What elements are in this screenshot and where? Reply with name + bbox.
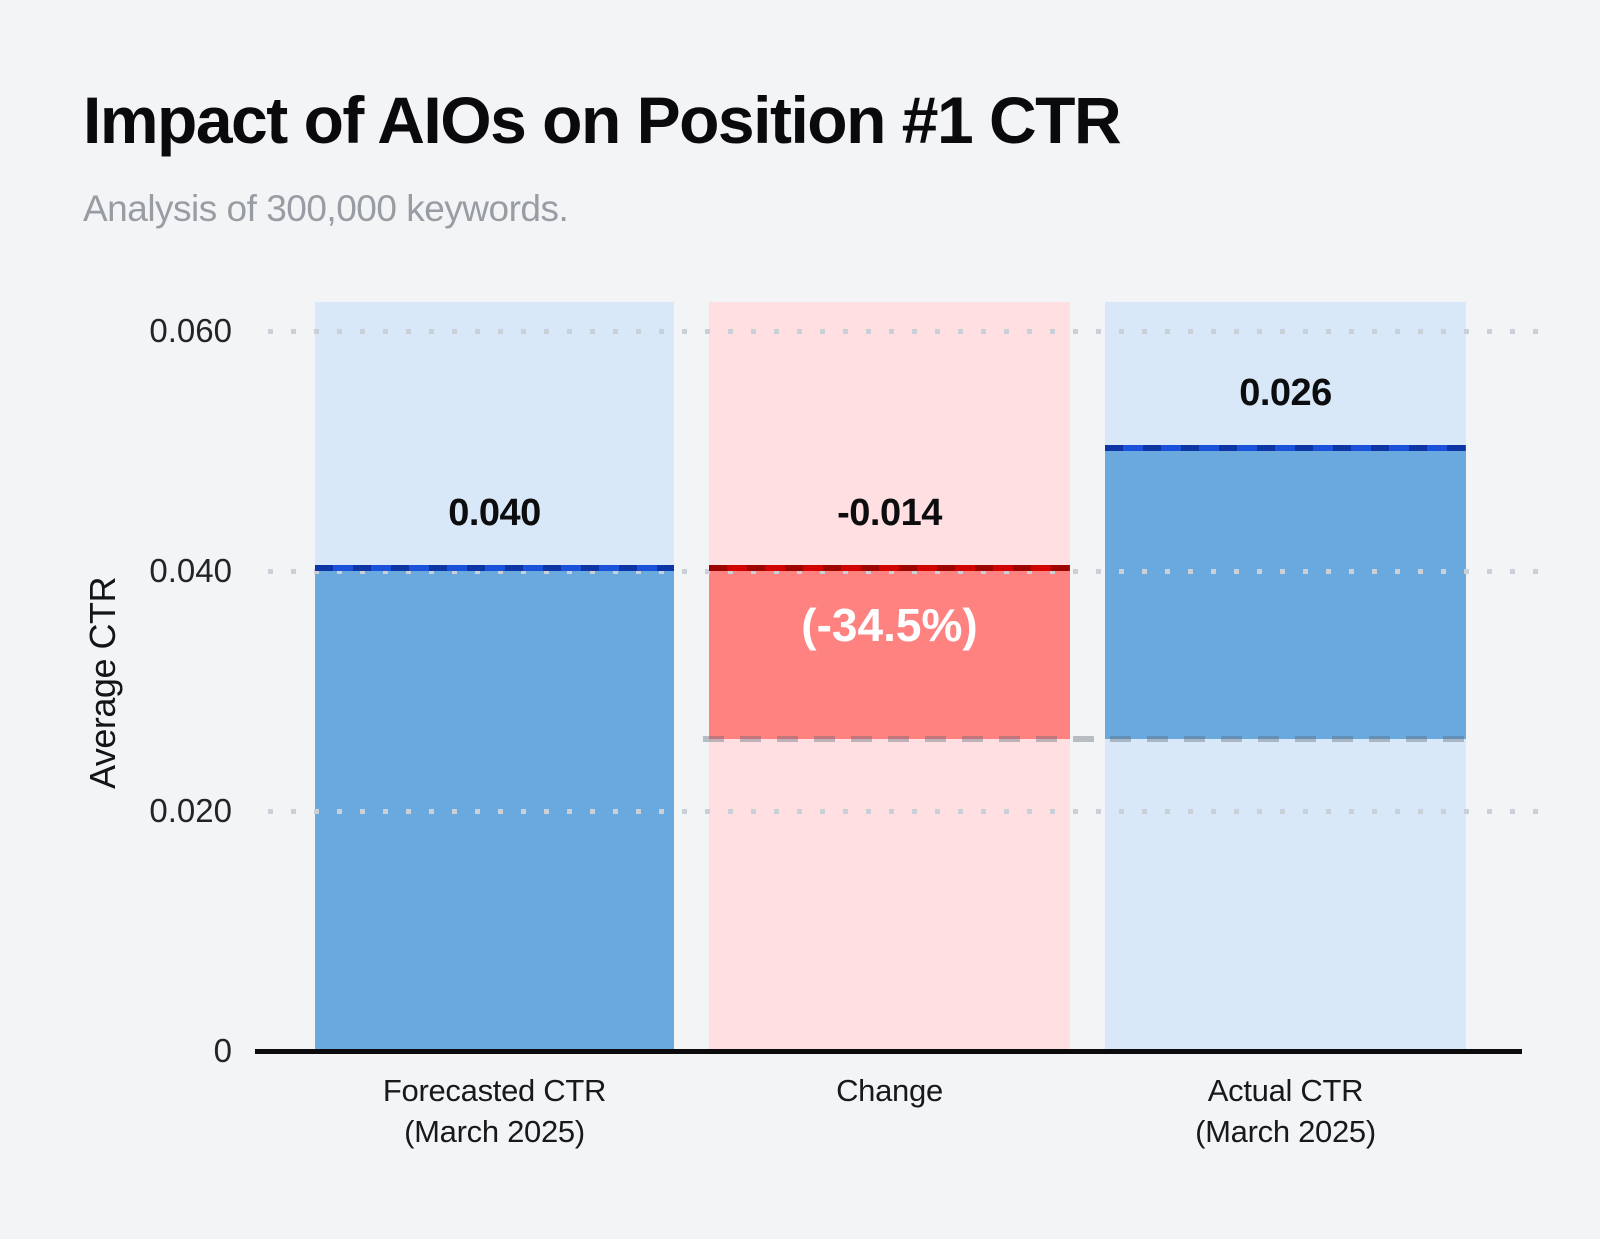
x-axis-label-line: Change — [836, 1073, 943, 1108]
x-axis-label-actual-ctr: Actual CTR (March 2025) — [1105, 1070, 1466, 1152]
x-axis-line — [255, 1049, 1522, 1054]
chart-title: Impact of AIOs on Position #1 CTR — [83, 83, 1122, 157]
bar-top-line-actual-ctr — [1105, 445, 1466, 451]
bar-value-label-change: -0.014 — [837, 492, 942, 534]
x-axis-label-line: (March 2025) — [404, 1114, 585, 1149]
bar-top-line-change — [709, 565, 1070, 571]
x-axis-label-line: (March 2025) — [1195, 1114, 1376, 1149]
chart-subtitle: Analysis of 300,000 keywords. — [83, 188, 569, 229]
bar-fill-change — [709, 571, 1070, 739]
gridline-0.020 — [268, 809, 1542, 814]
y-tick-label-0.060: 0.060 — [149, 312, 232, 349]
x-axis-label-line: Actual CTR — [1207, 1073, 1364, 1108]
bar-value-label-actual-ctr: 0.026 — [1239, 372, 1332, 414]
reference-dashed-line — [703, 736, 1466, 742]
y-tick-label-0.020: 0.020 — [149, 792, 232, 829]
gridline-0.060 — [268, 329, 1542, 334]
y-tick-label-0: 0 — [213, 1032, 232, 1069]
y-tick-label-0.040: 0.040 — [149, 552, 232, 589]
gridline-0.040 — [268, 569, 1542, 574]
bar-inner-label-change: (-34.5%) — [801, 599, 978, 651]
bar-fill-actual-ctr — [1105, 451, 1466, 739]
bar-value-label-forecasted-ctr: 0.040 — [448, 492, 541, 534]
x-axis-label-forecasted-ctr: Forecasted CTR (March 2025) — [315, 1070, 674, 1152]
x-axis-label-change: Change — [709, 1070, 1070, 1111]
bar-top-line-forecasted-ctr — [315, 565, 674, 571]
x-axis-label-line: Forecasted CTR — [382, 1073, 607, 1108]
